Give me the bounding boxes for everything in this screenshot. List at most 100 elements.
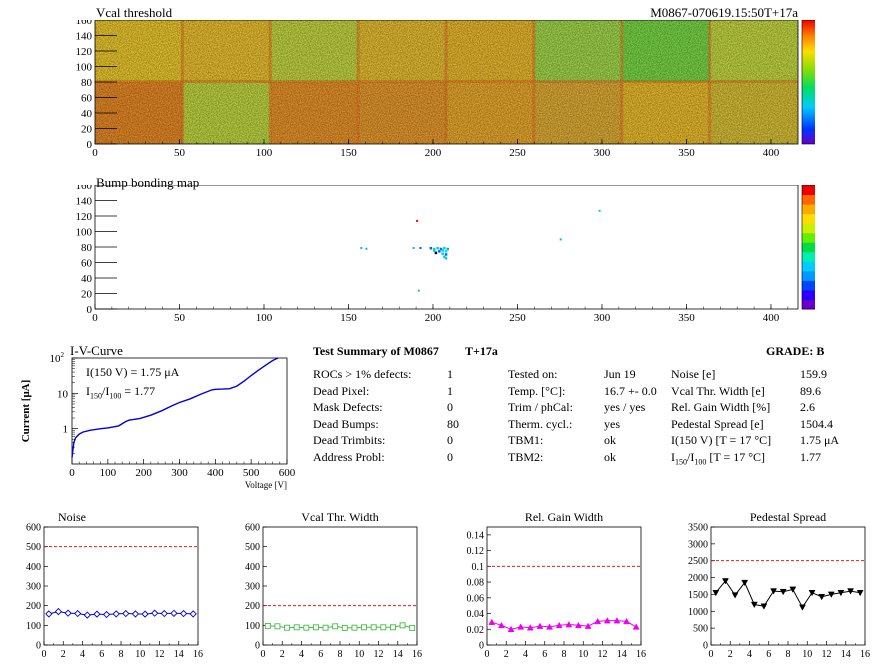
roc-x-tick-label: 4 — [747, 649, 752, 660]
bump-defect-cluster — [432, 247, 436, 251]
roc-x-tick-label: 6 — [542, 649, 547, 660]
roc-data-point — [623, 617, 630, 625]
roc-x-tick-label: 16 — [636, 649, 646, 660]
roc-data-point — [594, 617, 602, 625]
roc-data-point — [575, 621, 582, 629]
roc-data-point — [332, 623, 339, 630]
roc-data-point — [151, 609, 159, 617]
roc-data-point — [827, 591, 835, 598]
roc-data-point — [83, 611, 91, 619]
map-y-tick-label: 140 — [76, 31, 93, 43]
iv-y-axis-label: Current [μA] — [20, 380, 32, 443]
summary-value: ok — [604, 433, 616, 447]
summary-label: I150/I100 [T = 17 °C] — [671, 449, 766, 466]
roc-data-point — [274, 623, 281, 630]
roc-data-point — [779, 588, 787, 596]
roc-x-tick-label: 10 — [135, 649, 145, 660]
bump-defect-cluster — [438, 250, 441, 253]
roc-x-tick-label: 2 — [504, 649, 509, 660]
roc-data-point — [303, 624, 310, 631]
bump-defect-cluster — [441, 252, 444, 255]
bump-scale-band — [802, 204, 815, 215]
roc-series-line — [267, 624, 413, 629]
summary-label: Temp. [°C]: — [508, 383, 566, 398]
roc-y-tick-label: 200 — [26, 601, 41, 612]
bump-scale-band — [802, 261, 815, 272]
roc-data-point — [141, 610, 149, 618]
roc-data-point — [370, 624, 377, 631]
map-y-tick-label: 60 — [81, 258, 93, 270]
roc-data-point — [837, 589, 845, 597]
roc-data-point — [189, 610, 197, 618]
map-y-tick-label: 100 — [76, 227, 93, 239]
bump-scale-band — [802, 270, 815, 281]
roc-data-point — [380, 624, 387, 631]
iv-x-tick-label: 400 — [207, 467, 224, 479]
roc-data-point — [54, 607, 63, 616]
map-x-tick-label: 250 — [509, 147, 526, 159]
roc-data-point — [361, 624, 368, 631]
roc-chart-title: Rel. Gain Width — [525, 510, 603, 524]
iv-annotation-ratio: I150/I100 = 1.77 — [86, 384, 156, 401]
roc-chart-frame — [710, 526, 866, 646]
summary-title: Test Summary of M0867 — [313, 344, 439, 358]
iv-x-tick-label: 200 — [135, 467, 152, 479]
roc-data-point — [565, 621, 573, 628]
roc-x-tick-label: 14 — [617, 649, 627, 660]
roc-y-tick-label: 500 — [26, 542, 41, 553]
roc-x-tick-label: 12 — [155, 649, 165, 660]
roc-data-point — [93, 610, 101, 618]
bump-defect-cluster — [436, 247, 439, 250]
roc-x-tick-label: 8 — [119, 649, 124, 660]
map-y-tick-label: 120 — [76, 46, 93, 58]
summary-value: 0 — [447, 449, 453, 464]
iv-x-tick-label: 100 — [100, 467, 117, 479]
roc-chart-frame — [486, 526, 642, 646]
roc-data-point — [264, 622, 271, 629]
summary-label: TBM2: — [508, 449, 544, 464]
roc-x-tick-label: 6 — [766, 649, 771, 660]
roc-series-line — [715, 580, 861, 609]
bump-bonding-map: -2-1.5-1-0.500.511.520501001502002503003… — [76, 185, 815, 324]
bump-defect-cluster — [443, 255, 446, 259]
roc-y-tick-label: 500 — [693, 624, 708, 635]
roc-x-tick-label: 8 — [562, 649, 567, 660]
bump-defect-cluster — [441, 249, 444, 252]
roc-x-tick-label: 10 — [354, 649, 364, 660]
roc-data-point — [399, 622, 406, 629]
bump-defect-pixel — [559, 238, 562, 241]
roc-data-point — [536, 622, 544, 629]
map-y-tick-label: 40 — [81, 108, 93, 120]
vcal-noise-texture — [95, 20, 798, 144]
map-y-tick-label: 20 — [81, 124, 93, 136]
roc-y-tick-label: 0 — [479, 641, 484, 652]
map-y-tick-label: 80 — [81, 242, 93, 254]
map-y-tick-label: 100 — [76, 62, 93, 74]
map-y-tick-label: 160 — [76, 185, 93, 192]
map-x-tick-label: 250 — [509, 312, 526, 324]
map-x-tick-label: 350 — [678, 147, 695, 159]
map-x-tick-label: 300 — [594, 312, 611, 324]
roc-data-point — [312, 624, 319, 631]
roc-chart-frame — [43, 526, 199, 646]
roc-data-point — [799, 604, 806, 611]
roc-y-tick-label: 0.08 — [467, 578, 485, 589]
roc-data-point — [584, 622, 592, 629]
roc-data-point — [341, 624, 348, 631]
map-y-tick-label: 160 — [76, 20, 93, 27]
roc-data-point — [856, 589, 864, 597]
roc-x-tick-label: 12 — [822, 649, 832, 660]
map-x-tick-label: 200 — [425, 147, 442, 159]
bump-defect-pixel — [417, 289, 420, 292]
roc-data-point — [74, 609, 82, 618]
map-x-tick-label: 150 — [340, 312, 357, 324]
roc-data-point — [293, 624, 300, 631]
bump-scale-band — [802, 185, 815, 196]
summary-value: 89.6 — [800, 383, 821, 398]
bump-map-title: Bump bonding map — [96, 175, 200, 190]
iv-x-tick-label: 600 — [279, 467, 296, 479]
roc-chart-title: Vcal Thr. Width — [301, 510, 378, 524]
roc-y-tick-label: 200 — [245, 601, 260, 612]
summary-value: yes — [604, 416, 620, 431]
